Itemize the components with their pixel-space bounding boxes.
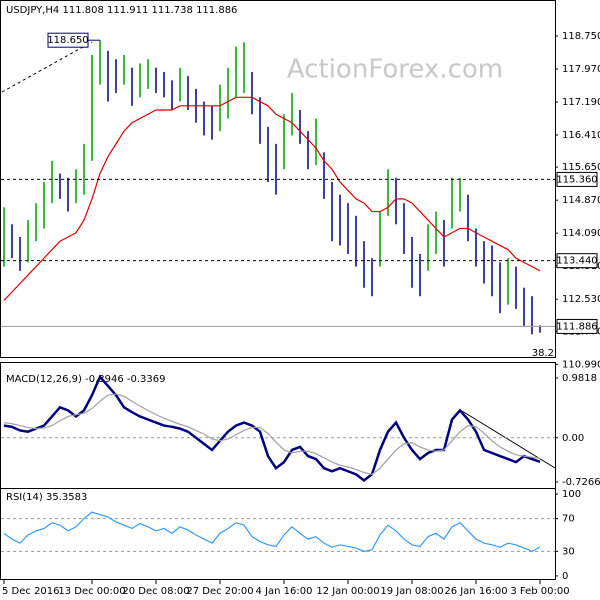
y-tick-label: -0.7266 (562, 477, 600, 488)
y-tick-label: 116.410 (562, 130, 600, 141)
series-line (3, 393, 541, 475)
x-tick-label: 12 Jan 00:00 (316, 586, 379, 597)
price-frame (0, 0, 556, 358)
price-title: USDJPY,H4 111.808 111.911 111.738 111.88… (6, 5, 237, 16)
watermark: ActionForex.com (287, 55, 503, 85)
y-tick-label: 112.530 (562, 294, 600, 305)
peak-label: 118.650 (47, 35, 88, 46)
y-tick-label: 115.650 (562, 162, 600, 173)
x-tick-label: 19 Jan 08:00 (380, 586, 443, 597)
x-tick-label: 13 Dec 00:00 (58, 586, 125, 597)
x-tick-label: 5 Dec 2016 (2, 586, 60, 597)
x-tick-label: 4 Jan 16:00 (256, 586, 313, 597)
level-label-box (556, 171, 598, 187)
y-tick-label: 30 (562, 546, 575, 557)
y-tick-label: 0 (562, 571, 568, 582)
level-label: 113.440 (556, 256, 597, 267)
y-tick-label: 110.990 (562, 359, 600, 370)
x-tick-label: 27 Dec 20:00 (186, 586, 253, 597)
series-line (3, 96, 541, 301)
fib-label: 38.2 (532, 348, 554, 359)
y-tick-label: 118.750 (562, 31, 600, 42)
y-tick-label: 100 (562, 489, 581, 500)
y-tick-label: 117.970 (562, 64, 600, 75)
rsi-title: RSI(14) 35.3583 (6, 492, 87, 503)
y-tick-label: 0.9818 (562, 373, 597, 384)
y-tick-label: 0.00 (562, 433, 584, 444)
x-tick-label: 26 Jan 16:00 (444, 586, 507, 597)
series-line (3, 511, 541, 553)
x-tick-label: 3 Feb 00:00 (510, 586, 569, 597)
trend-line (1, 41, 93, 93)
level-label: 115.360 (556, 174, 597, 185)
level-label-box (556, 253, 598, 269)
last-price-label-box (556, 318, 598, 334)
rsi-frame (0, 488, 556, 580)
macd-title: MACD(12,26,9) -0.3946 -0.3369 (6, 374, 166, 385)
last-price-label: 111.886 (556, 321, 597, 332)
series-line (3, 374, 541, 482)
y-tick-label: 70 (562, 514, 575, 525)
peak-label-box (47, 32, 89, 48)
y-tick-label: 117.190 (562, 97, 600, 108)
x-tick-label: 20 Dec 08:00 (122, 586, 189, 597)
y-tick-label: 114.090 (562, 228, 600, 239)
y-tick-label: 114.870 (562, 195, 600, 206)
